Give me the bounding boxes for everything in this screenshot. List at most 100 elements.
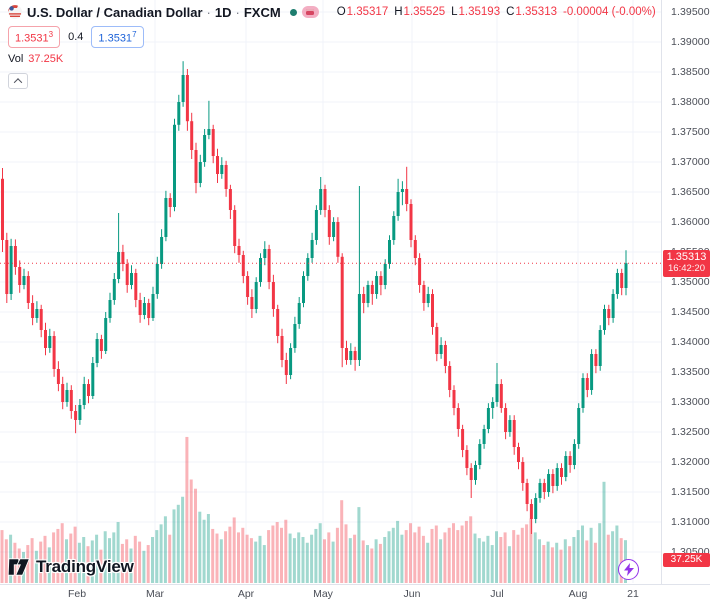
close-label: C xyxy=(506,6,515,18)
volume-bar xyxy=(241,527,245,583)
volume-bar xyxy=(305,542,309,583)
open-label: O xyxy=(336,6,346,18)
collapse-pane-button[interactable] xyxy=(8,73,28,89)
candle-body xyxy=(323,189,327,210)
sell-button[interactable]: 1.35313 xyxy=(8,25,61,49)
time-tick-label: Feb xyxy=(67,588,87,600)
buy-button[interactable]: 1.35317 xyxy=(91,25,144,49)
candle-body xyxy=(555,468,559,486)
volume-bar xyxy=(366,545,369,583)
candle-body xyxy=(469,468,473,480)
candle-body xyxy=(370,285,374,294)
candle-body xyxy=(400,189,404,192)
volume-bar xyxy=(284,519,288,583)
price-tick-label: 1.33000 xyxy=(671,396,710,408)
time-tick-label: Mar xyxy=(145,588,165,600)
candle-body xyxy=(353,351,357,360)
high-label: H xyxy=(394,6,403,18)
volume-bar xyxy=(275,522,279,583)
volume-bar xyxy=(176,504,180,583)
volume-bar xyxy=(258,535,262,583)
candle-body xyxy=(207,129,211,135)
price-tick-label: 1.39000 xyxy=(671,36,710,48)
candle-body xyxy=(271,282,275,309)
volume-bar xyxy=(103,531,107,583)
candle-body xyxy=(5,240,9,294)
volume-bar xyxy=(86,546,90,583)
candle-body xyxy=(185,75,189,122)
volume-value: 37.25K xyxy=(28,53,64,65)
candle-body xyxy=(508,420,512,432)
candle-body xyxy=(160,237,164,264)
volume-bar xyxy=(361,540,365,583)
volume-bar xyxy=(585,540,589,583)
delayed-data-pill-icon[interactable] xyxy=(301,6,319,18)
volume-bar xyxy=(254,541,258,583)
candle-body xyxy=(319,189,323,210)
time-tick-label: Jun xyxy=(403,588,421,600)
candle-body xyxy=(82,384,86,405)
volume-bar xyxy=(245,534,249,583)
volume-bar xyxy=(280,527,283,583)
chart-legend: U.S. Dollar / Canadian Dollar · 1D · FXC… xyxy=(8,4,656,89)
candle-body xyxy=(117,252,121,279)
candle-body xyxy=(383,264,387,285)
symbol-title[interactable]: U.S. Dollar / Canadian Dollar xyxy=(27,4,203,20)
usdcad-flag-icon xyxy=(8,5,22,19)
time-tick-label: Aug xyxy=(568,588,588,600)
exchange-label[interactable]: FXCM xyxy=(243,4,281,20)
buy-price: 1.3531 xyxy=(98,32,133,45)
volume-bar xyxy=(503,532,507,583)
candle-body xyxy=(168,198,172,207)
volume-bar xyxy=(292,538,296,583)
volume-bar xyxy=(606,534,610,583)
volume-bar xyxy=(172,509,176,583)
candle-body xyxy=(452,390,456,408)
candle-body xyxy=(349,351,353,360)
candle-body xyxy=(461,429,465,450)
candle-body xyxy=(95,339,99,363)
time-axis[interactable]: Feb Mar Apr May Jun Jul Aug 21 xyxy=(0,584,710,600)
volume-bar xyxy=(215,533,219,583)
lightning-bolt-icon[interactable] xyxy=(618,559,639,580)
volume-bar xyxy=(133,535,137,583)
spread-value: 0.4 xyxy=(68,31,84,43)
volume-bar xyxy=(434,525,438,583)
bar-countdown: 16:42:20 xyxy=(668,262,705,274)
candle-body xyxy=(237,246,241,255)
volume-bar xyxy=(383,537,387,583)
chart-pane[interactable] xyxy=(0,0,661,584)
volume-bar xyxy=(159,524,163,583)
volume-bar xyxy=(26,545,30,583)
volume-bar xyxy=(99,549,103,583)
volume-bar xyxy=(555,542,559,583)
candle-body xyxy=(138,300,142,315)
volume-bar xyxy=(507,546,511,583)
candle-body xyxy=(147,303,151,318)
volume-bar xyxy=(95,534,99,583)
volume-bar xyxy=(181,496,185,583)
candle-body xyxy=(474,465,477,480)
volume-bar xyxy=(271,525,275,583)
candle-body xyxy=(134,273,138,300)
volume-bar xyxy=(232,517,236,583)
volume-bar xyxy=(77,542,81,583)
volume-bar xyxy=(525,524,529,583)
candle-body xyxy=(13,246,17,267)
candle-body xyxy=(366,285,370,303)
tradingview-logo[interactable]: TradingView xyxy=(8,557,134,577)
candle-body xyxy=(289,348,293,375)
price-axis[interactable]: 1.35313 16:42:20 37.25K 1.39500 1.39000 1.… xyxy=(661,0,710,584)
volume-bar xyxy=(516,534,520,583)
volume-bar xyxy=(17,548,21,583)
change-value: -0.00004 (-0.00%) xyxy=(563,6,656,18)
volume-bar xyxy=(464,520,468,583)
timeframe-label[interactable]: 1D xyxy=(214,4,232,20)
volume-bar xyxy=(142,550,146,583)
volume-bar xyxy=(138,541,142,583)
candle-body xyxy=(233,210,237,246)
candle-body xyxy=(104,318,108,351)
volume-bar xyxy=(409,523,412,583)
candle-body xyxy=(52,336,56,369)
volume-bar xyxy=(550,547,554,583)
